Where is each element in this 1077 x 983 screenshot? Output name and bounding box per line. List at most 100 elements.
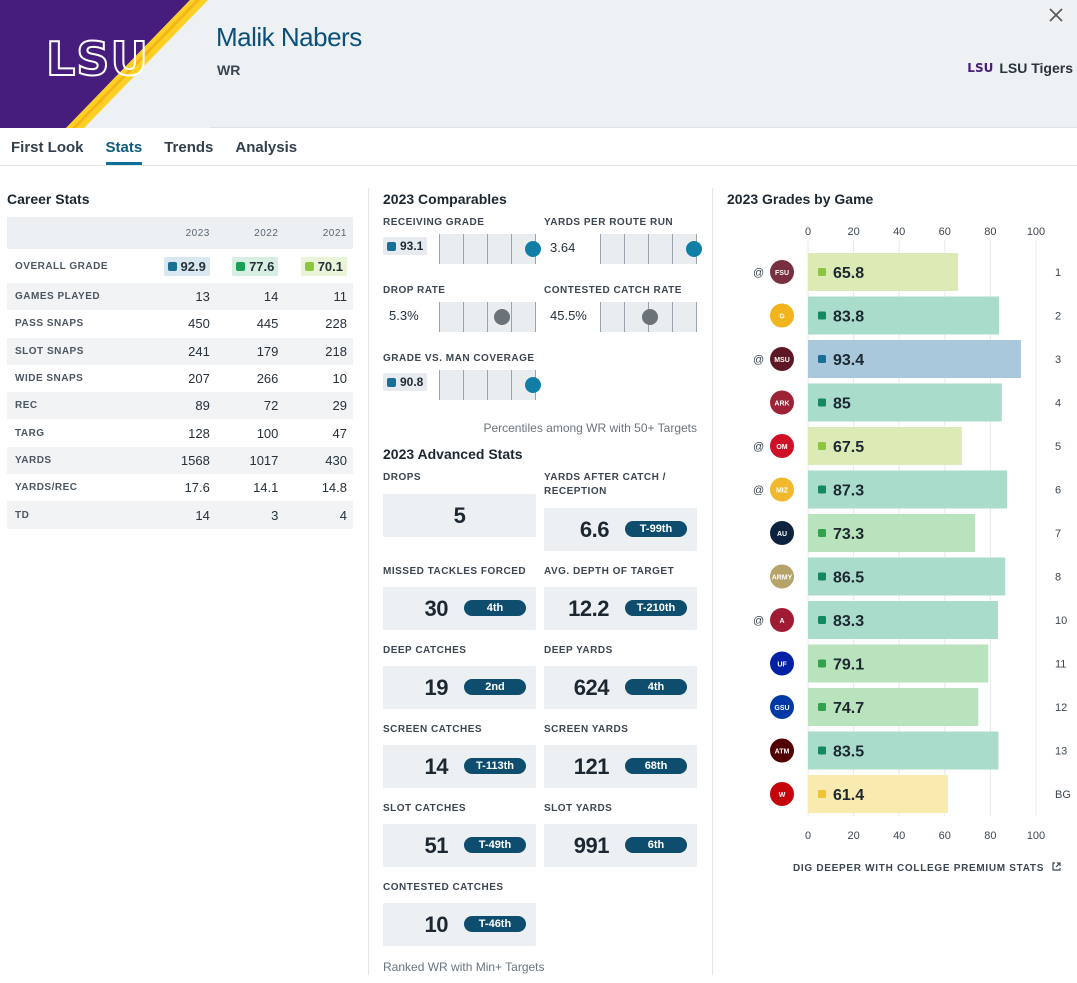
x-tick-label-top: 60 (939, 226, 951, 238)
metric-label: YARDS PER ROUTE RUN (544, 217, 674, 228)
grade-square-icon (387, 241, 396, 251)
comparable-metric: DROP RATE 5.3% (383, 285, 536, 341)
stat-value: 100 (256, 425, 279, 441)
stat-value: 450 (188, 316, 210, 332)
track-tick (696, 302, 697, 332)
advanced-stat-label: SLOT YARDS (544, 802, 697, 816)
game-week-label: 4 (1055, 398, 1061, 410)
team-name: LSU Tigers (999, 60, 1073, 76)
stat-label-line: DEEP YARDS (544, 645, 613, 656)
rank-pill: 4th (625, 679, 687, 695)
advanced-stat-value: 51 (424, 833, 449, 858)
stat-label-line: DROPS (383, 472, 422, 483)
metric-value: 5.3% (389, 308, 419, 323)
row-label: OVERALL GRADE (15, 260, 108, 272)
grade-chip: 70.1 (300, 256, 347, 276)
away-marker: @ (753, 485, 764, 497)
advanced-stat-label: DROPS (383, 471, 536, 485)
grade-square-icon (818, 311, 826, 320)
external-link-icon (1051, 862, 1061, 871)
advanced-stat-label: CONTESTED CATCHES (383, 881, 536, 895)
stat-label-line: SLOT YARDS (544, 803, 613, 814)
advanced-stat-box: 121 68th (544, 745, 697, 788)
career-stat-row: YARDS 1568 1017 430 (7, 446, 353, 475)
advanced-stat-value: 12.2 (568, 596, 609, 621)
career-header-row: 2023 2022 2021 (7, 217, 353, 249)
advanced-stat-box: 51 T-49th (383, 824, 536, 867)
tab-bar: First Look Stats Trends Analysis (0, 129, 1077, 166)
advanced-stat-box: 12.2 T-210th (544, 587, 697, 630)
opponent-logo-icon (770, 782, 794, 806)
grade-square-icon (818, 355, 826, 363)
opponent-logo-icon (770, 695, 794, 719)
career-stat-row: PASS SNAPS 450 445 228 (7, 310, 353, 337)
rank-pill: T-210th (625, 600, 687, 616)
percentile-dot (641, 309, 658, 325)
x-tick-label-top: 100 (1027, 226, 1045, 238)
percentile-track (439, 370, 542, 400)
tab-analysis[interactable]: Analysis (235, 139, 298, 156)
team-banner: LSU (0, 0, 210, 128)
game-grade-bar (808, 644, 989, 683)
divider (368, 188, 369, 975)
advanced-stat-value: 19 (424, 675, 449, 700)
opponent-logo-text: G (779, 314, 785, 321)
game-grade-bar (808, 557, 1006, 596)
opponent-logo-icon (770, 390, 794, 415)
career-stat-row: SLOT SNAPS 241 179 218 (7, 337, 353, 365)
game-grade-label: 93.4 (833, 352, 864, 369)
track-tick (624, 302, 625, 332)
year-header: 2021 (322, 227, 347, 239)
close-button[interactable] (1046, 6, 1066, 26)
team-badge[interactable]: LSU LSU Tigers (967, 60, 1073, 76)
game-grade-label: 73.3 (833, 526, 864, 543)
rank-pill: 2nd (464, 679, 526, 695)
grade-chip: 77.6 (232, 256, 279, 276)
rank-pill: T-113th (464, 758, 526, 774)
track-tick (439, 234, 440, 264)
tab-trends[interactable]: Trends (164, 139, 214, 156)
x-tick-label-bottom: 100 (1027, 830, 1045, 842)
dig-deeper-link[interactable]: DIG DEEPER WITH COLLEGE PREMIUM STATS (793, 861, 1062, 874)
rank-pill: T-49th (464, 837, 526, 853)
grade-square-icon (304, 261, 314, 271)
advanced-stat-box: 19 2nd (383, 666, 536, 709)
row-label: WIDE SNAPS (15, 373, 84, 385)
opponent-logo-icon (770, 260, 794, 284)
percentile-track (439, 302, 536, 332)
header-blank (7, 217, 147, 249)
metric-grade-chip: 90.8 (383, 373, 428, 391)
game-week-label: 12 (1055, 702, 1067, 714)
advanced-stat-label: SCREEN YARDS (544, 723, 697, 737)
stat-value: 228 (325, 316, 347, 332)
metric-value: 90.8 (400, 375, 424, 389)
grades-by-game-chart: 0 0 20 20 40 40 60 60 80 80 100 100 65.8 1 @ FSU 83.8 2 G 9… (753, 226, 1071, 842)
advanced-stat-box: 5 (383, 494, 536, 537)
track-tick (672, 302, 673, 332)
advanced-stat-box: 6.6 T-99th (544, 508, 697, 551)
divider (712, 188, 713, 975)
metric-value: 93.1 (400, 239, 424, 253)
metric-label: CONTESTED CATCH RATE (544, 285, 682, 296)
game-grade-bar (808, 253, 959, 291)
stat-label-line: CONTESTED CATCHES (383, 882, 504, 893)
game-grade-label: 74.7 (833, 700, 864, 717)
grade-value: 92.9 (180, 258, 206, 274)
percentile-track (439, 234, 542, 264)
advanced-stat-value: 30 (424, 596, 449, 621)
metric-value: 45.5% (550, 308, 587, 323)
stat-value: 14.8 (321, 480, 347, 496)
stat-value: 241 (188, 343, 210, 359)
game-week-label: 5 (1055, 441, 1061, 453)
game-grade-label: 86.5 (833, 570, 864, 587)
opponent-logo-text: ARMY (772, 575, 793, 582)
tab-stats[interactable]: Stats (105, 129, 143, 165)
grade-square-icon (818, 703, 826, 711)
opponent-logo-text: UF (777, 662, 787, 669)
track-tick (463, 370, 464, 400)
tab-first-look[interactable]: First Look (11, 139, 84, 156)
opponent-logo-icon (770, 738, 794, 763)
stat-value: 4 (339, 507, 347, 523)
game-week-label: 11 (1055, 659, 1066, 671)
track-tick (511, 302, 512, 332)
